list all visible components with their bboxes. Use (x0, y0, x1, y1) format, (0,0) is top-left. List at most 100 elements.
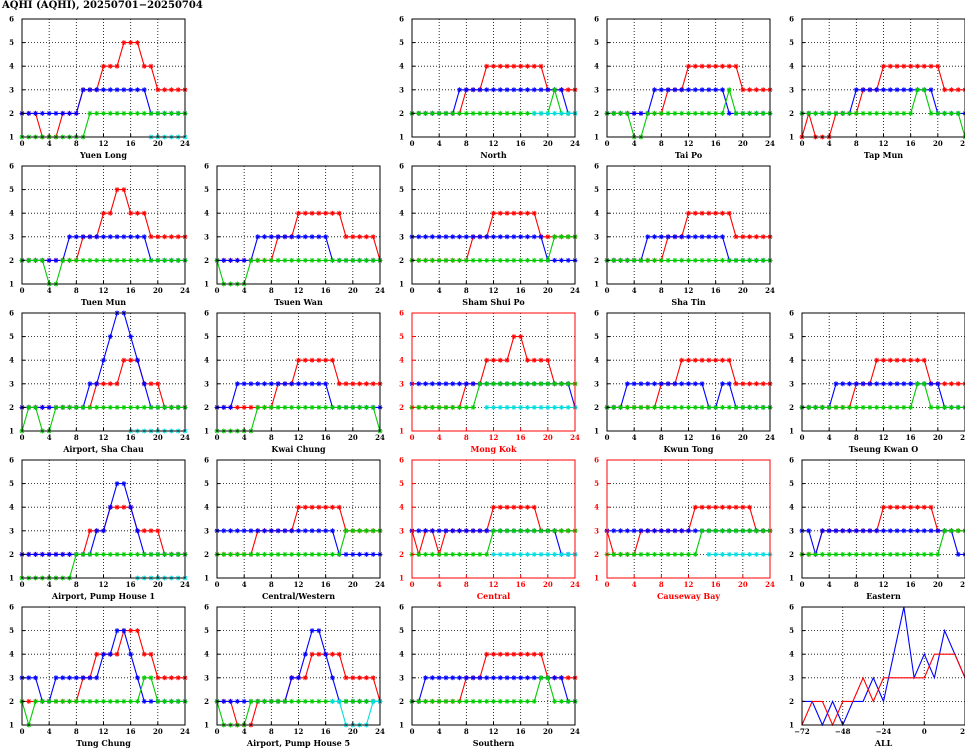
x-tick-label: 24 (765, 139, 775, 148)
data-point (168, 404, 174, 410)
panel-frame (216, 165, 381, 285)
data-point (443, 257, 449, 263)
data-point (611, 551, 617, 557)
data-point (531, 551, 537, 557)
data-point (881, 504, 886, 510)
data-point (53, 551, 59, 557)
x-tick-label: −48 (835, 727, 851, 736)
data-point (67, 551, 73, 557)
data-point (457, 381, 463, 387)
data-point (531, 357, 537, 363)
data-point (423, 257, 429, 263)
y-tick-label: 3 (399, 673, 404, 682)
data-point (350, 551, 356, 557)
x-tick-label: 12 (489, 139, 499, 148)
y-tick-label: 4 (399, 209, 404, 218)
data-point (67, 110, 73, 116)
data-point (457, 551, 463, 557)
y-tick-label: 4 (9, 503, 14, 512)
data-point (128, 210, 134, 216)
data-point (914, 63, 920, 69)
x-tick-label: 20 (933, 580, 943, 589)
data-point (692, 63, 698, 69)
data-point (565, 698, 571, 704)
data-point (73, 675, 79, 681)
data-point (887, 63, 893, 69)
data-point (46, 551, 52, 557)
data-point (148, 381, 154, 387)
x-tick-label: 12 (489, 286, 499, 295)
data-point (665, 404, 671, 410)
data-point (53, 257, 59, 263)
data-point (477, 381, 483, 387)
x-tick-label: 16 (321, 580, 331, 589)
data-point (887, 551, 893, 557)
data-point (672, 404, 678, 410)
data-point (33, 404, 39, 410)
data-point (141, 210, 147, 216)
data-point (955, 551, 961, 557)
data-point (463, 234, 469, 240)
y-tick-label: 3 (204, 526, 209, 535)
y-tick-label: 1 (204, 427, 209, 436)
data-point (565, 234, 571, 240)
x-tick-label: 8 (269, 580, 274, 589)
data-point (948, 110, 954, 116)
data-point (538, 651, 544, 657)
data-point (155, 698, 161, 704)
data-point (141, 63, 147, 69)
x-tick-label: 24 (375, 286, 385, 295)
data-point (611, 110, 617, 116)
data-point (457, 528, 463, 534)
data-point (638, 110, 644, 116)
data-point (148, 110, 154, 116)
y-tick-label: 3 (789, 526, 794, 535)
y-tick-label: 2 (204, 256, 209, 265)
data-point (511, 87, 517, 93)
data-point (148, 675, 154, 681)
data-point (429, 110, 435, 116)
data-point (753, 551, 759, 557)
data-point (73, 551, 79, 557)
data-point (470, 528, 476, 534)
data-point (518, 110, 524, 116)
y-tick-label: 6 (399, 603, 404, 612)
data-point (887, 110, 893, 116)
data-point (531, 63, 537, 69)
data-point (128, 257, 134, 263)
data-point (565, 110, 571, 116)
y-tick-label: 3 (399, 526, 404, 535)
data-point (128, 404, 134, 410)
x-tick-label: 4 (632, 286, 637, 295)
data-point (101, 87, 106, 93)
y-tick-label: 3 (789, 379, 794, 388)
data-point (416, 698, 422, 704)
data-point (713, 210, 719, 216)
data-point (484, 381, 490, 387)
data-point (881, 110, 886, 116)
data-point (141, 87, 147, 93)
x-tick-label: 12 (294, 286, 304, 295)
data-point (545, 357, 551, 363)
data-point (336, 698, 342, 704)
panel-frame (216, 459, 381, 579)
y-tick-label: 5 (594, 185, 599, 194)
data-point (46, 404, 52, 410)
data-point (134, 210, 140, 216)
data-point (443, 404, 449, 410)
data-point (908, 357, 914, 363)
data-point (524, 551, 530, 557)
y-tick-label: 2 (204, 697, 209, 706)
data-point (652, 381, 658, 387)
data-point (80, 675, 86, 681)
data-point (853, 551, 859, 557)
data-point (491, 504, 496, 510)
x-tick-label: 0 (605, 433, 610, 442)
data-point (719, 63, 725, 69)
data-point (87, 404, 93, 410)
data-point (531, 675, 537, 681)
data-point (753, 528, 759, 534)
data-point (511, 210, 517, 216)
data-point (719, 87, 725, 93)
